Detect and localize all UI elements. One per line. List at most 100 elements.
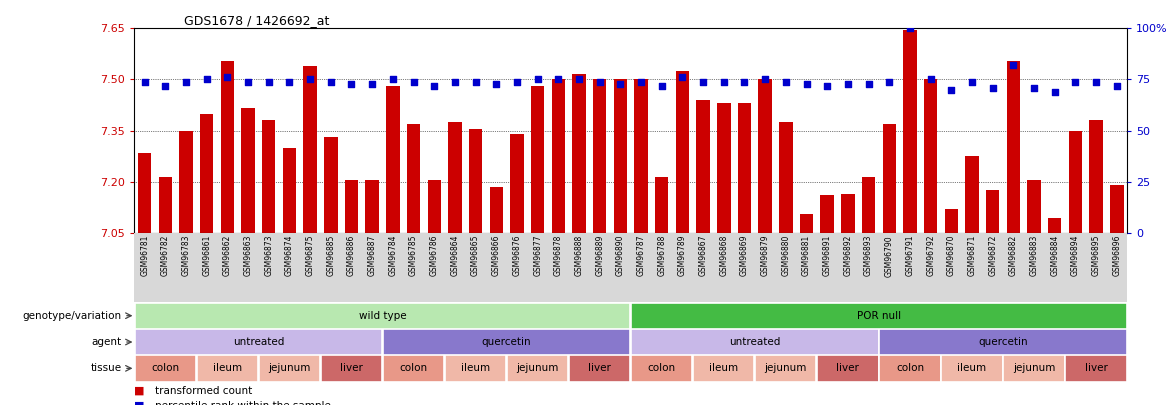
Bar: [134, 355, 196, 382]
Text: GSM96866: GSM96866: [492, 235, 501, 277]
Bar: [756, 355, 816, 382]
Bar: [883, 124, 896, 233]
Point: [1086, 78, 1105, 85]
Text: jejunum: jejunum: [765, 363, 807, 373]
Bar: [880, 355, 940, 382]
Text: untreated: untreated: [232, 337, 284, 347]
Text: GSM96881: GSM96881: [802, 235, 811, 276]
Bar: [196, 355, 258, 382]
Text: GSM96870: GSM96870: [947, 235, 955, 277]
Point: [197, 76, 216, 83]
Bar: [138, 153, 152, 233]
Point: [715, 78, 734, 85]
Point: [280, 78, 299, 85]
Text: GSM96863: GSM96863: [244, 235, 252, 277]
Point: [962, 78, 981, 85]
Point: [818, 82, 836, 89]
Text: liver: liver: [1085, 363, 1107, 373]
Bar: [468, 129, 482, 233]
Text: GSM96783: GSM96783: [181, 235, 190, 277]
Bar: [693, 355, 755, 382]
Text: GSM96781: GSM96781: [140, 235, 150, 276]
Bar: [800, 214, 813, 233]
Point: [1004, 62, 1023, 68]
Bar: [655, 177, 668, 233]
Bar: [134, 329, 382, 355]
Text: GSM96873: GSM96873: [264, 235, 273, 277]
Point: [632, 78, 651, 85]
Point: [694, 78, 712, 85]
Point: [383, 76, 402, 83]
Point: [363, 80, 382, 87]
Text: jejunum: jejunum: [516, 363, 558, 373]
Bar: [631, 329, 878, 355]
Bar: [427, 180, 442, 233]
Text: GSM96867: GSM96867: [698, 235, 708, 277]
Bar: [779, 122, 793, 233]
Text: GSM96884: GSM96884: [1050, 235, 1059, 276]
Bar: [841, 194, 855, 233]
Text: quercetin: quercetin: [482, 337, 531, 347]
Text: untreated: untreated: [729, 337, 780, 347]
Bar: [406, 124, 420, 233]
Point: [549, 76, 568, 83]
Point: [466, 78, 485, 85]
Point: [157, 82, 175, 89]
Bar: [1007, 61, 1020, 233]
Bar: [551, 79, 565, 233]
Bar: [200, 113, 214, 233]
Text: GSM96872: GSM96872: [988, 235, 997, 276]
Text: GSM96895: GSM96895: [1092, 235, 1100, 277]
Bar: [941, 355, 1002, 382]
Bar: [510, 134, 523, 233]
Bar: [631, 303, 1127, 329]
Point: [673, 74, 691, 81]
Bar: [345, 180, 359, 233]
Text: GSM96896: GSM96896: [1112, 235, 1121, 277]
Bar: [445, 355, 506, 382]
Text: GSM96784: GSM96784: [389, 235, 397, 277]
Text: ileum: ileum: [709, 363, 738, 373]
Point: [1024, 84, 1043, 91]
Text: ■: ■: [134, 386, 145, 396]
Text: GSM96889: GSM96889: [596, 235, 604, 276]
Bar: [903, 30, 917, 233]
Text: GSM96862: GSM96862: [223, 235, 232, 276]
Text: GSM96885: GSM96885: [326, 235, 335, 276]
Text: ileum: ileum: [213, 363, 242, 373]
Bar: [134, 303, 631, 329]
Text: GSM96864: GSM96864: [451, 235, 459, 277]
Text: GSM96786: GSM96786: [430, 235, 439, 277]
Text: ileum: ileum: [461, 363, 491, 373]
Text: ileum: ileum: [958, 363, 987, 373]
Text: GSM96782: GSM96782: [161, 235, 169, 276]
Text: jejunum: jejunum: [1013, 363, 1055, 373]
Point: [487, 80, 506, 87]
Bar: [1090, 120, 1103, 233]
Bar: [1069, 131, 1082, 233]
Text: GSM96868: GSM96868: [719, 235, 729, 276]
Point: [238, 78, 257, 85]
Point: [404, 78, 423, 85]
Bar: [593, 79, 606, 233]
Text: GSM96787: GSM96787: [637, 235, 646, 277]
Text: ■: ■: [134, 401, 145, 405]
Bar: [159, 177, 172, 233]
Text: colon: colon: [648, 363, 676, 373]
Bar: [366, 180, 378, 233]
Text: GSM96886: GSM96886: [347, 235, 356, 276]
Point: [342, 80, 361, 87]
Point: [1045, 89, 1064, 95]
Text: GSM96887: GSM96887: [368, 235, 376, 276]
Point: [983, 84, 1002, 91]
Text: GSM96890: GSM96890: [616, 235, 625, 277]
Bar: [304, 66, 317, 233]
Bar: [383, 355, 444, 382]
Bar: [569, 355, 631, 382]
Point: [570, 76, 589, 83]
Point: [756, 76, 774, 83]
Point: [777, 78, 795, 85]
Bar: [945, 209, 958, 233]
Text: POR null: POR null: [857, 311, 901, 321]
Bar: [634, 79, 648, 233]
